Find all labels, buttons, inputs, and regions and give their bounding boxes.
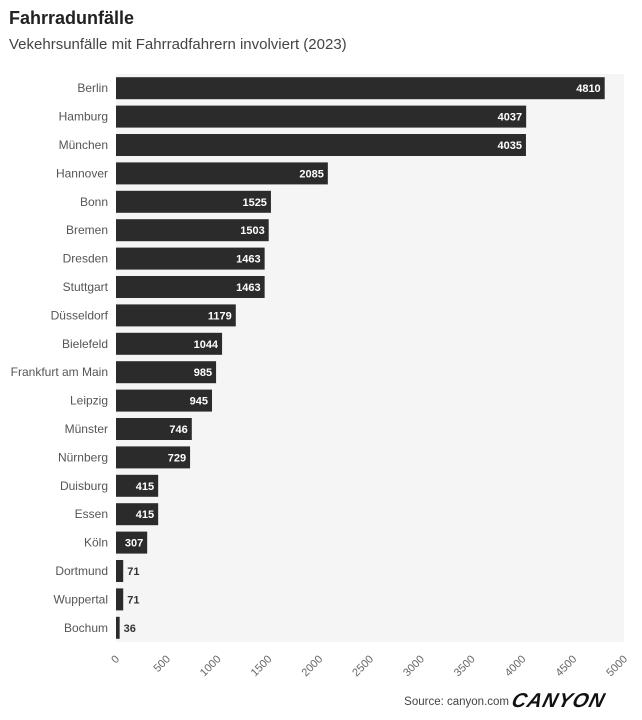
data-label: 71 <box>127 566 139 578</box>
bar <box>116 247 265 270</box>
x-tick-label: 1500 <box>249 653 275 679</box>
x-tick-label: 2000 <box>300 653 326 679</box>
category-label: Hamburg <box>59 110 108 124</box>
data-label: 71 <box>127 594 139 606</box>
category-label: München <box>59 138 108 152</box>
bar <box>116 162 328 185</box>
bar <box>116 389 213 412</box>
bar <box>116 446 191 469</box>
bar <box>116 304 236 327</box>
bar <box>116 474 159 497</box>
category-label: Bochum <box>64 621 108 635</box>
x-tick-label: 500 <box>151 653 172 674</box>
data-label: 415 <box>136 509 154 521</box>
chart-subtitle: Vekehrsunfälle mit Fahrradfahrern involv… <box>9 36 347 53</box>
x-tick-label: 3000 <box>401 653 427 679</box>
category-label: Leipzig <box>70 394 108 408</box>
bar <box>116 105 527 128</box>
x-tick-label: 2500 <box>350 653 376 679</box>
bar <box>116 531 148 554</box>
bar <box>116 276 265 298</box>
category-label: Köln <box>84 536 108 550</box>
data-label: 746 <box>169 424 187 436</box>
data-label: 1179 <box>208 310 232 322</box>
category-label: Hannover <box>56 166 108 180</box>
data-label: 2085 <box>299 168 323 180</box>
data-label: 4035 <box>497 140 521 152</box>
data-label: 945 <box>190 396 208 408</box>
x-tick-label: 1000 <box>198 653 224 679</box>
canyon-logo: CANYON <box>509 690 608 712</box>
bar <box>116 418 192 440</box>
x-tick-label: 0 <box>109 653 122 666</box>
bar <box>116 616 120 639</box>
data-label: 4810 <box>576 83 600 95</box>
category-label: Duisburg <box>60 479 108 493</box>
bar <box>116 190 271 213</box>
chart-title: Fahrradunfälle <box>9 8 135 28</box>
category-label: Stuttgart <box>63 280 109 294</box>
data-label: 36 <box>124 623 136 635</box>
bar <box>116 332 223 355</box>
bar <box>116 560 124 582</box>
data-label: 4037 <box>498 112 522 124</box>
category-label: Dresden <box>63 252 108 266</box>
bar <box>116 219 269 242</box>
bar <box>116 503 159 526</box>
category-label: Bielefeld <box>62 337 108 351</box>
x-tick-label: 4000 <box>503 653 529 679</box>
x-tick-label: 5000 <box>604 653 630 679</box>
data-label: 1044 <box>194 339 219 351</box>
data-label: 1463 <box>236 254 260 266</box>
category-label: Münster <box>65 422 108 436</box>
source-note: Source: canyon.com <box>404 696 509 708</box>
category-label: Berlin <box>77 81 108 95</box>
category-label: Nürnberg <box>58 450 108 464</box>
x-tick-label: 4500 <box>554 653 580 679</box>
data-label: 1503 <box>240 225 264 237</box>
bar <box>116 361 217 384</box>
category-label: Bremen <box>66 223 108 237</box>
bar <box>116 588 124 611</box>
x-tick-label: 3500 <box>452 653 478 679</box>
bar-chart: Berlin 4810 Hamburg 4037 München 4035 Hannover… <box>10 74 631 680</box>
data-label: 415 <box>136 481 154 493</box>
bar <box>116 134 526 156</box>
category-label: Düsseldorf <box>51 308 109 322</box>
bar <box>116 77 605 100</box>
category-label: Frankfurt am Main <box>11 365 108 379</box>
data-label: 307 <box>125 538 143 550</box>
category-label: Bonn <box>80 195 108 209</box>
data-label: 1463 <box>236 282 260 294</box>
data-label: 1525 <box>242 197 266 209</box>
category-label: Dortmund <box>55 564 108 578</box>
category-label: Essen <box>75 507 108 521</box>
data-label: 985 <box>194 367 212 379</box>
plot-background <box>116 74 624 642</box>
data-label: 729 <box>168 452 186 464</box>
category-label: Wuppertal <box>54 592 108 606</box>
